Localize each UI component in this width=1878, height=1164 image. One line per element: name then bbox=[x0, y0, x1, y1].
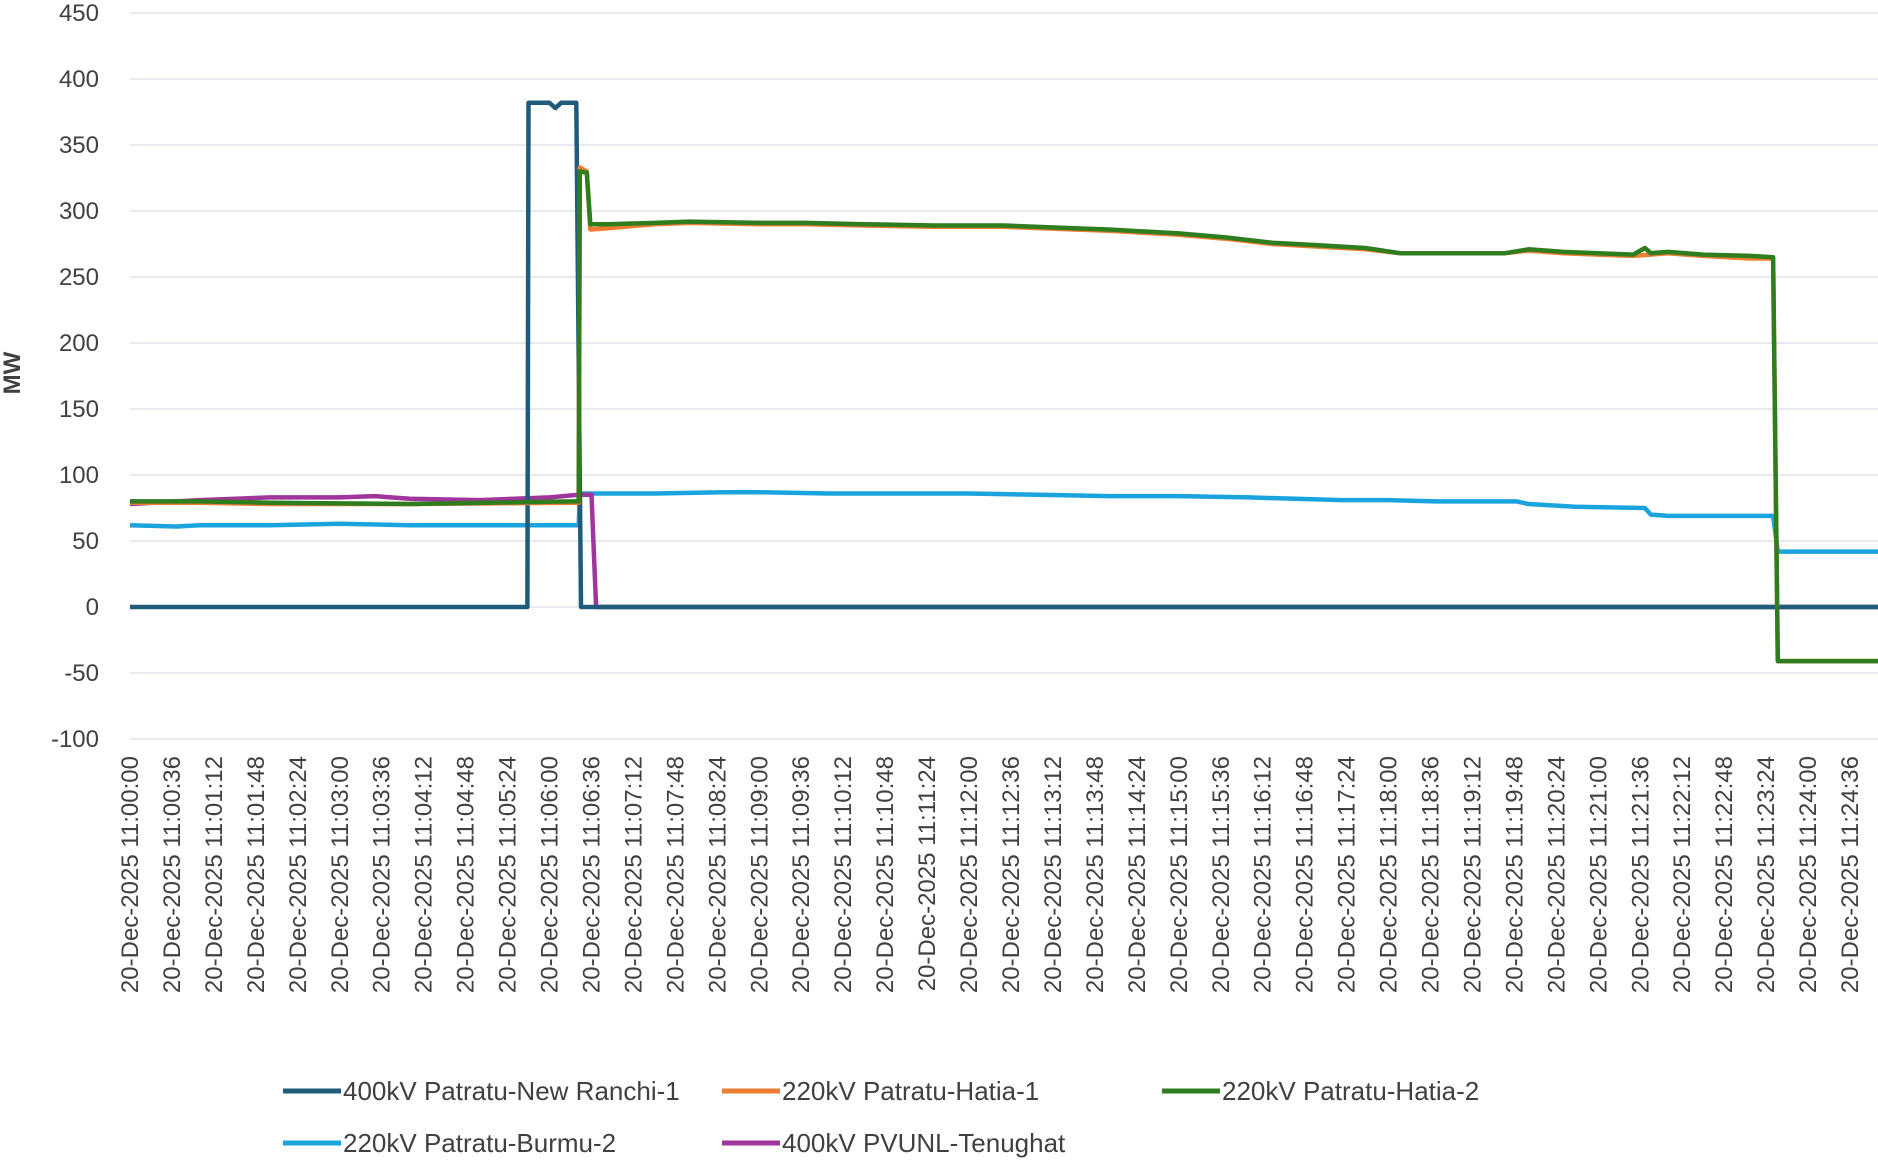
x-tick-label: 20-Dec-2025 11:23:24 bbox=[1753, 756, 1780, 993]
x-tick-label: 20-Dec-2025 11:19:12 bbox=[1460, 756, 1487, 993]
y-axis-label: MW bbox=[0, 351, 26, 394]
x-tick-label: 20-Dec-2025 11:15:00 bbox=[1166, 756, 1193, 993]
series-lines bbox=[129, 100, 1878, 664]
x-tick-label: 20-Dec-2025 11:09:00 bbox=[746, 756, 773, 993]
x-tick-label: 20-Dec-2025 11:01:48 bbox=[243, 756, 270, 993]
legend-label: 220kV Patratu-Hatia-1 bbox=[782, 1076, 1039, 1106]
x-tick-label: 20-Dec-2025 11:08:24 bbox=[704, 756, 731, 993]
y-tick-label: 0 bbox=[86, 594, 99, 621]
series-line bbox=[130, 165, 1878, 664]
x-axis-ticks: 20-Dec-2025 11:00:00 20-Dec-2025 11:00:36… bbox=[117, 756, 1864, 993]
legend-label: 220kV Patratu-Hatia-2 bbox=[1222, 1076, 1479, 1106]
gridlines bbox=[130, 12, 1878, 740]
series-line bbox=[130, 169, 1878, 664]
legend-label: 400kV Patratu-New Ranchi-1 bbox=[343, 1076, 680, 1106]
y-tick-label: -50 bbox=[64, 660, 99, 687]
x-tick-label: 20-Dec-2025 11:03:36 bbox=[369, 756, 396, 993]
x-tick-label: 20-Dec-2025 11:24:00 bbox=[1795, 756, 1822, 993]
y-axis-ticks: 450 400 350 300 250 200 150 100 50 0 -50 -100 bbox=[51, 0, 99, 753]
legend-label: 400kV PVUNL-Tenughat bbox=[782, 1128, 1066, 1158]
x-tick-label: 20-Dec-2025 11:21:36 bbox=[1627, 756, 1654, 993]
x-tick-label: 20-Dec-2025 11:14:24 bbox=[1124, 756, 1151, 993]
x-tick-label: 20-Dec-2025 11:01:12 bbox=[201, 756, 228, 993]
x-tick-label: 20-Dec-2025 11:22:48 bbox=[1711, 756, 1738, 993]
x-tick-label: 20-Dec-2025 11:10:48 bbox=[872, 756, 899, 993]
y-tick-label: 400 bbox=[59, 66, 99, 93]
x-tick-label: 20-Dec-2025 11:07:12 bbox=[620, 756, 647, 993]
x-tick-label: 20-Dec-2025 11:16:12 bbox=[1250, 756, 1277, 993]
x-tick-label: 20-Dec-2025 11:18:36 bbox=[1418, 756, 1445, 993]
x-tick-label: 20-Dec-2025 11:05:24 bbox=[495, 756, 522, 993]
y-tick-label: -100 bbox=[51, 726, 99, 753]
x-tick-label: 20-Dec-2025 11:02:24 bbox=[285, 756, 312, 993]
x-tick-label: 20-Dec-2025 11:04:12 bbox=[411, 756, 438, 993]
y-tick-label: 450 bbox=[59, 0, 99, 27]
y-tick-label: 50 bbox=[72, 528, 99, 555]
y-tick-label: 350 bbox=[59, 132, 99, 159]
x-tick-label: 20-Dec-2025 11:17:24 bbox=[1334, 756, 1361, 993]
x-tick-label: 20-Dec-2025 11:19:48 bbox=[1501, 756, 1528, 993]
x-tick-label: 20-Dec-2025 11:22:12 bbox=[1669, 756, 1696, 993]
x-tick-label: 20-Dec-2025 11:09:36 bbox=[788, 756, 815, 993]
x-tick-label: 20-Dec-2025 11:07:48 bbox=[662, 756, 689, 993]
x-tick-label: 20-Dec-2025 11:00:00 bbox=[117, 756, 144, 993]
x-tick-label: 20-Dec-2025 11:13:48 bbox=[1082, 756, 1109, 993]
x-tick-label: 20-Dec-2025 11:06:36 bbox=[579, 756, 606, 993]
x-tick-label: 20-Dec-2025 11:15:36 bbox=[1208, 756, 1235, 993]
y-tick-label: 250 bbox=[59, 264, 99, 291]
x-tick-label: 20-Dec-2025 11:12:00 bbox=[956, 756, 983, 993]
y-tick-label: 200 bbox=[59, 330, 99, 357]
x-tick-label: 20-Dec-2025 11:00:36 bbox=[159, 756, 186, 993]
x-tick-label: 20-Dec-2025 11:03:00 bbox=[327, 756, 354, 993]
legend-label: 220kV Patratu-Burmu-2 bbox=[343, 1128, 616, 1158]
x-tick-label: 20-Dec-2025 11:18:00 bbox=[1376, 756, 1403, 993]
y-tick-label: 100 bbox=[59, 462, 99, 489]
x-tick-label: 20-Dec-2025 11:13:12 bbox=[1040, 756, 1067, 993]
x-tick-label: 20-Dec-2025 11:21:00 bbox=[1585, 756, 1612, 993]
x-tick-label: 20-Dec-2025 11:16:48 bbox=[1292, 756, 1319, 993]
x-tick-label: 20-Dec-2025 11:06:00 bbox=[537, 756, 564, 993]
x-tick-label: 20-Dec-2025 11:24:36 bbox=[1837, 756, 1864, 993]
series-line bbox=[129, 492, 1878, 610]
x-tick-label: 20-Dec-2025 11:04:48 bbox=[453, 756, 480, 993]
y-tick-label: 300 bbox=[59, 198, 99, 225]
x-tick-label: 20-Dec-2025 11:10:12 bbox=[830, 756, 857, 993]
y-tick-label: 150 bbox=[59, 396, 99, 423]
x-tick-label: 20-Dec-2025 11:20:24 bbox=[1543, 756, 1570, 993]
series-line bbox=[130, 100, 1878, 610]
x-tick-label: 20-Dec-2025 11:11:24 bbox=[914, 756, 941, 991]
series-line bbox=[129, 489, 1878, 554]
x-tick-label: 20-Dec-2025 11:12:36 bbox=[998, 756, 1025, 993]
legend: 400kV Patratu-New Ranchi-1 220kV Patratu-… bbox=[283, 1076, 1479, 1158]
